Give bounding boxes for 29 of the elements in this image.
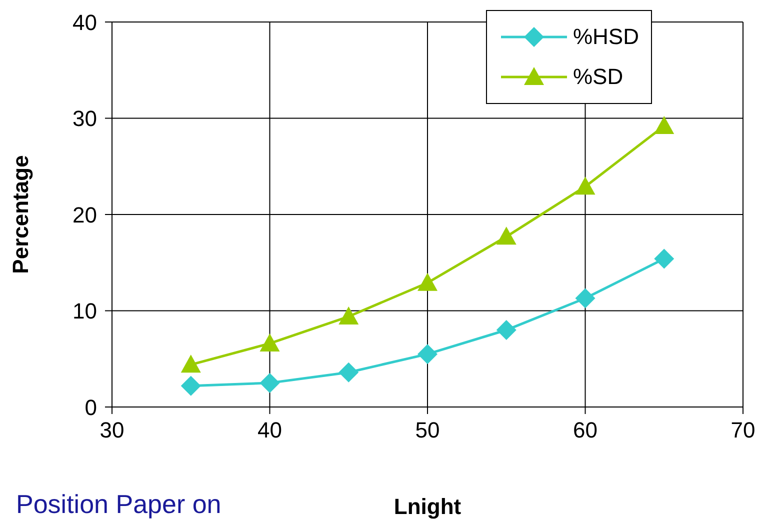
x-tick-label: 30 xyxy=(100,418,124,443)
point xyxy=(496,320,516,340)
point xyxy=(180,376,201,396)
x-tick-label: 70 xyxy=(730,418,756,443)
point xyxy=(575,176,596,195)
point xyxy=(180,354,201,373)
text: Position Paper on xyxy=(16,489,222,520)
legend-label: %HSD xyxy=(572,24,639,50)
point xyxy=(260,333,280,352)
point xyxy=(418,272,438,291)
y-tick-label: 30 xyxy=(72,106,97,132)
x-tick-label: 60 xyxy=(573,418,598,443)
x-axis-title: Lnight xyxy=(394,494,462,519)
y-tick-label: 40 xyxy=(72,10,97,35)
x-tick-label: 40 xyxy=(258,418,282,443)
point xyxy=(575,288,596,308)
y-axis-title: Percentage xyxy=(8,155,33,274)
y-tick-label: 0 xyxy=(84,394,97,420)
point xyxy=(654,248,674,269)
point xyxy=(260,372,280,393)
x-tick-label: 50 xyxy=(415,418,440,443)
y-tick-label: 10 xyxy=(72,298,97,324)
point xyxy=(418,344,438,364)
point xyxy=(338,362,359,382)
legend-label: %SD xyxy=(572,64,624,90)
point xyxy=(338,306,359,325)
point xyxy=(654,116,674,134)
y-tick-label: 20 xyxy=(72,202,97,228)
point xyxy=(496,226,516,245)
